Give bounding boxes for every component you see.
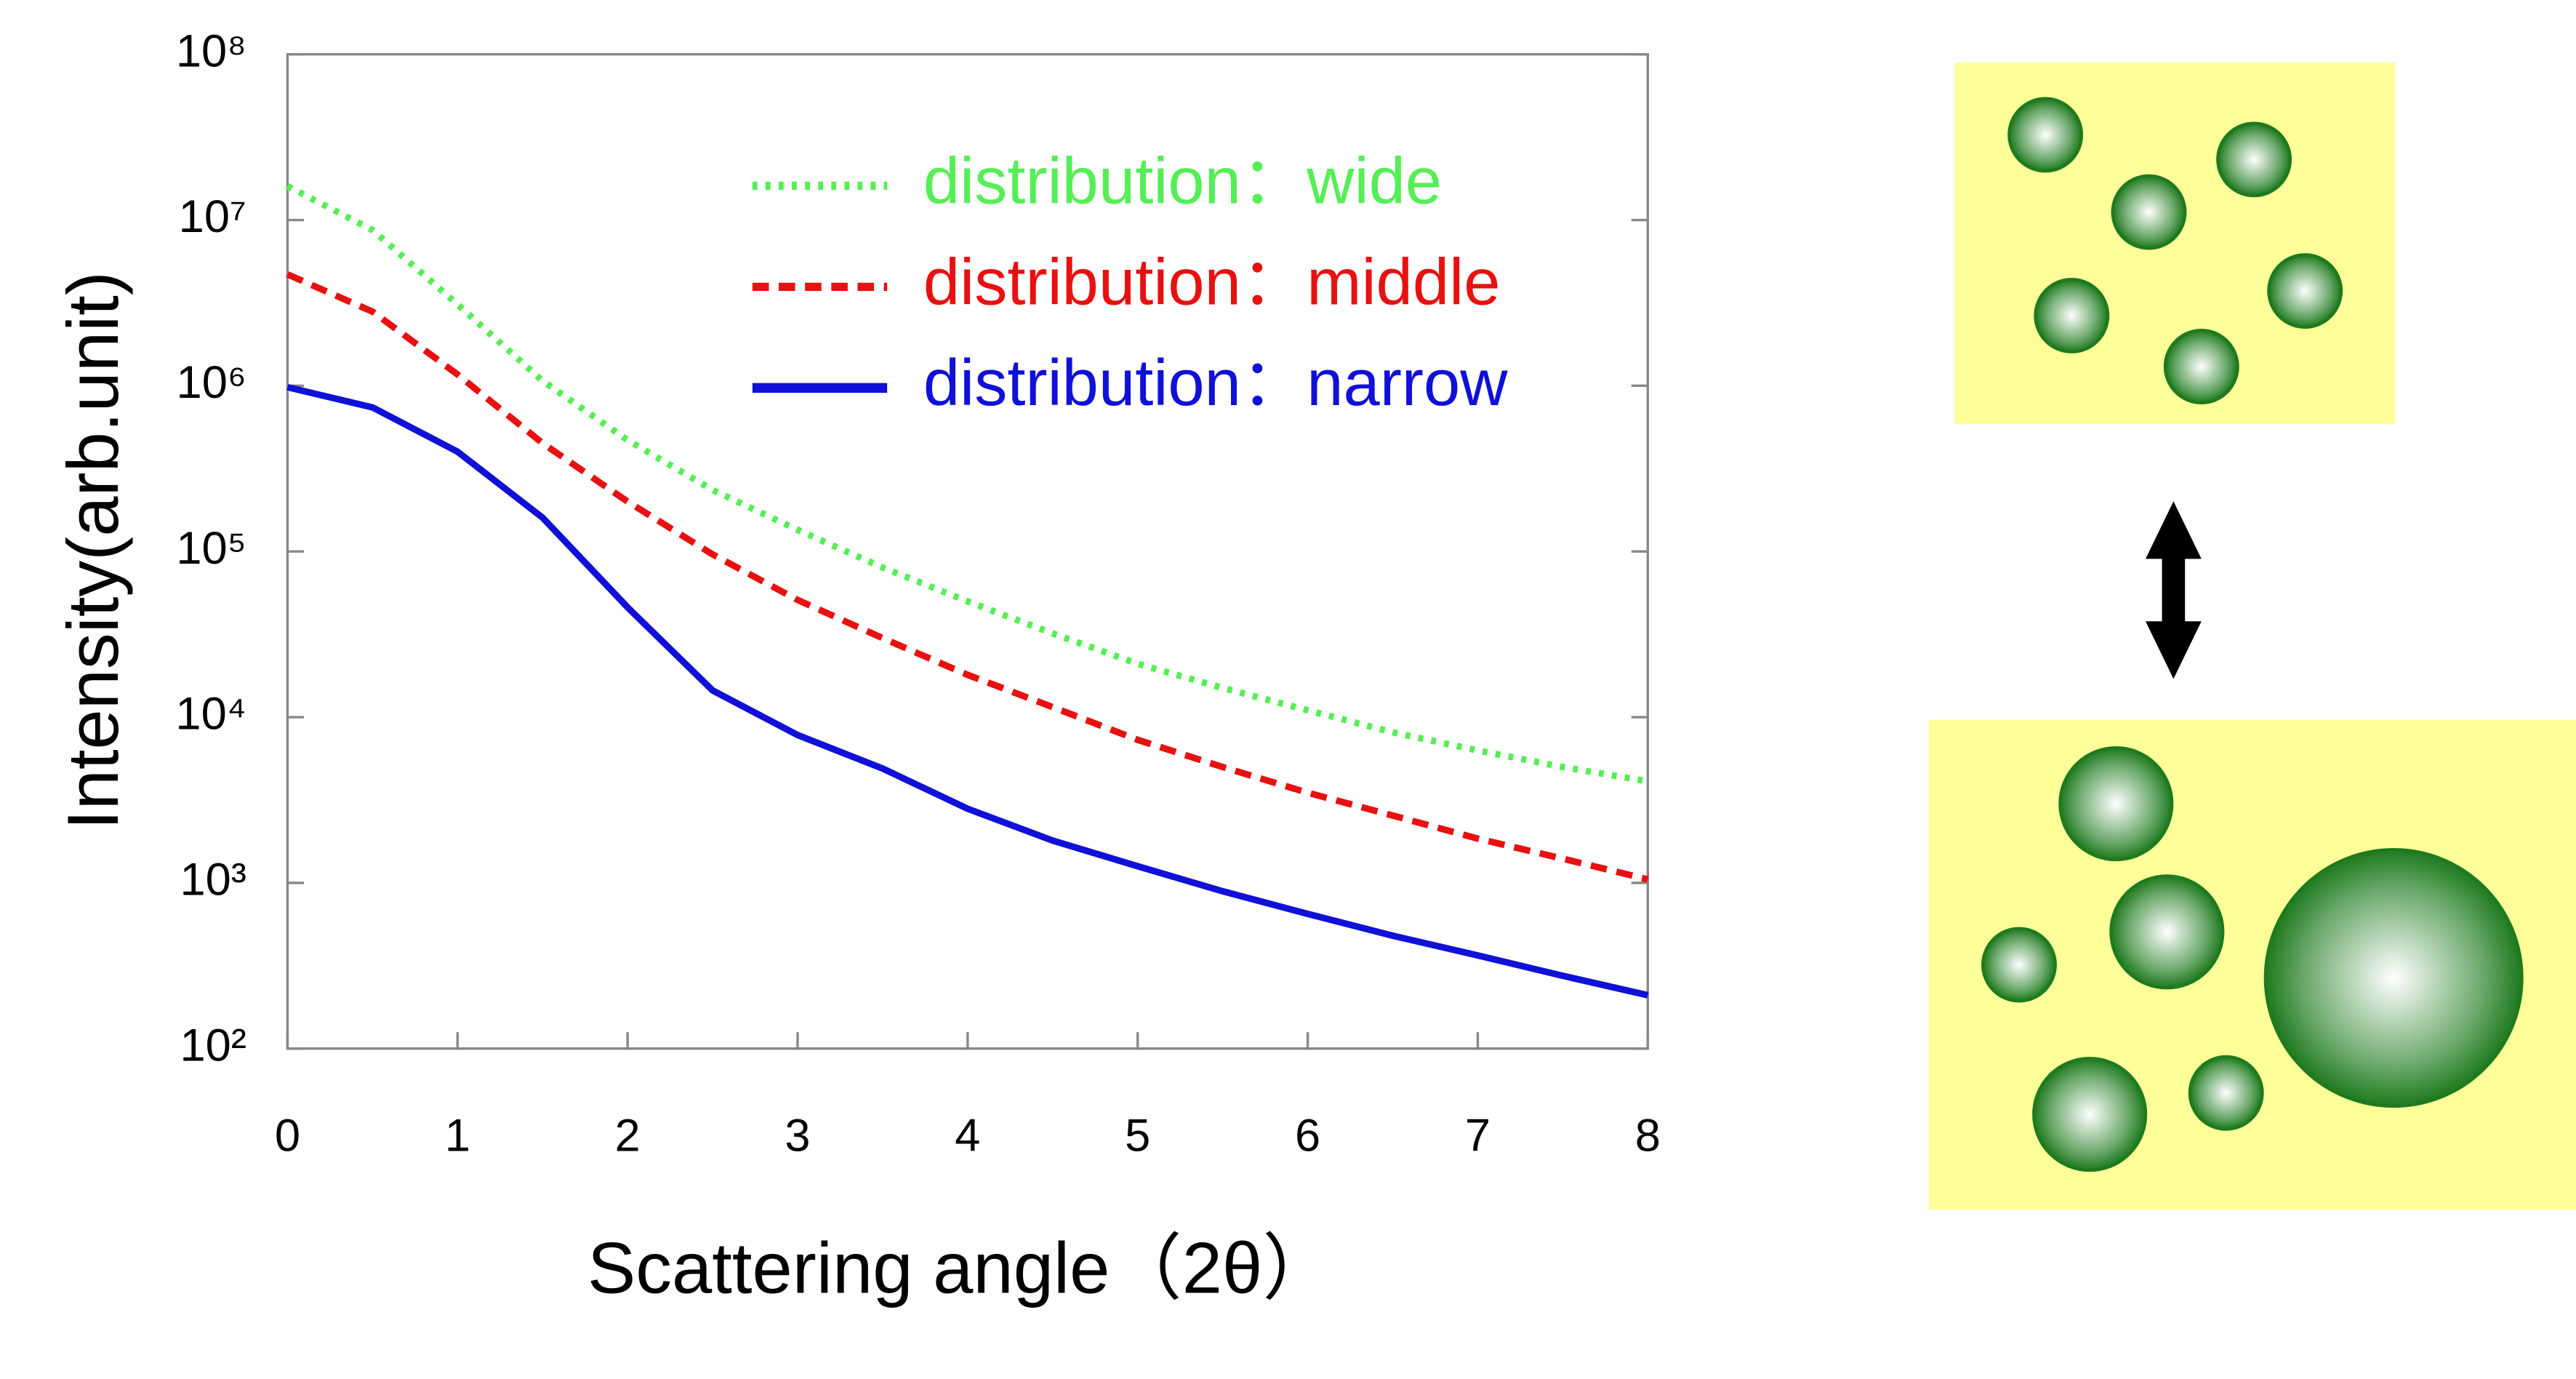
x-tick-label: 0 [275, 1111, 300, 1162]
x-tick-label: 4 [955, 1111, 980, 1162]
double-arrow [2145, 501, 2202, 679]
x-tick-label: 5 [1125, 1111, 1150, 1162]
series-line [286, 183, 1649, 785]
legend-label: distribution：middle [923, 245, 1501, 319]
y-tick-label: 10⁸ [176, 25, 246, 76]
y-tick-label: 10⁴ [175, 689, 246, 740]
y-tick-label: 10³ [180, 855, 246, 906]
y-tick-label: 10² [180, 1020, 246, 1071]
y-tick-label: 10⁵ [176, 523, 246, 574]
x-tick-label: 6 [1295, 1111, 1320, 1162]
x-tick-label: 1 [445, 1111, 470, 1162]
x-tick-label: 3 [785, 1111, 810, 1162]
x-axis-label: Scattering angle（2θ） [587, 1228, 1335, 1309]
y-tick-label: 10⁷ [179, 191, 246, 242]
series-line [286, 383, 1649, 999]
x-tick-label: 7 [1465, 1111, 1490, 1162]
diagram [1928, 62, 2576, 1210]
legend-label: distribution：narrow [923, 346, 1508, 420]
x-tick-label: 8 [1635, 1111, 1661, 1162]
series-line [286, 271, 1649, 883]
y-axis-label: Intensity(arb.unit) [53, 271, 134, 830]
particles-wide [1981, 746, 2524, 1172]
particles-narrow [2007, 97, 2343, 404]
y-tick-label: 10⁶ [177, 357, 246, 408]
legend-label: distribution：wide [923, 144, 1442, 217]
x-tick-label: 2 [615, 1111, 641, 1162]
